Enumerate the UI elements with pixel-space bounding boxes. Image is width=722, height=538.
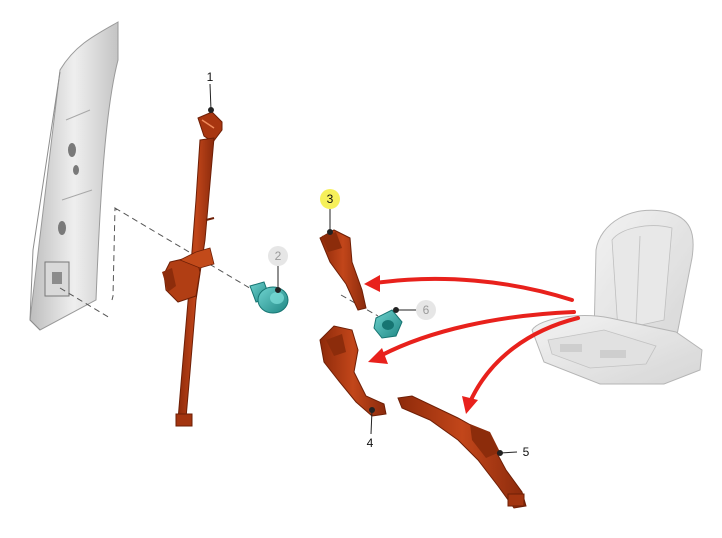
- callout-5[interactable]: 5: [523, 445, 530, 459]
- callout-6-label: 6: [423, 303, 430, 317]
- callout-3-label: 3: [327, 192, 334, 206]
- callout-5-label: 5: [523, 445, 530, 459]
- seat-ghost: [531, 209, 703, 385]
- callout-2-marker: [268, 246, 288, 266]
- callout-2-label: 2: [275, 249, 282, 263]
- nut-part-6: [373, 309, 403, 339]
- bolt-part-2: [249, 281, 289, 314]
- callout-4[interactable]: 4: [367, 436, 374, 450]
- b-pillar-panel: [29, 21, 119, 331]
- callout-3-highlight: [320, 189, 340, 209]
- belt-assembly-part-1: [162, 111, 223, 427]
- callout-1-label: 1: [207, 70, 214, 84]
- callout-2[interactable]: 2: [268, 246, 288, 266]
- red-arrowheads: [364, 275, 478, 414]
- callout-3[interactable]: 3: [320, 189, 340, 209]
- buckle-part-3: [319, 229, 367, 311]
- callout-6-marker: [416, 300, 436, 320]
- callout-6[interactable]: 6: [416, 300, 436, 320]
- buckle-part-4: [319, 325, 387, 417]
- callout-1[interactable]: 1: [207, 70, 214, 84]
- callout-4-label: 4: [367, 436, 374, 450]
- callout-lines: [208, 83, 518, 456]
- red-arrows: [373, 276, 580, 404]
- anchor-part-5: [397, 395, 527, 509]
